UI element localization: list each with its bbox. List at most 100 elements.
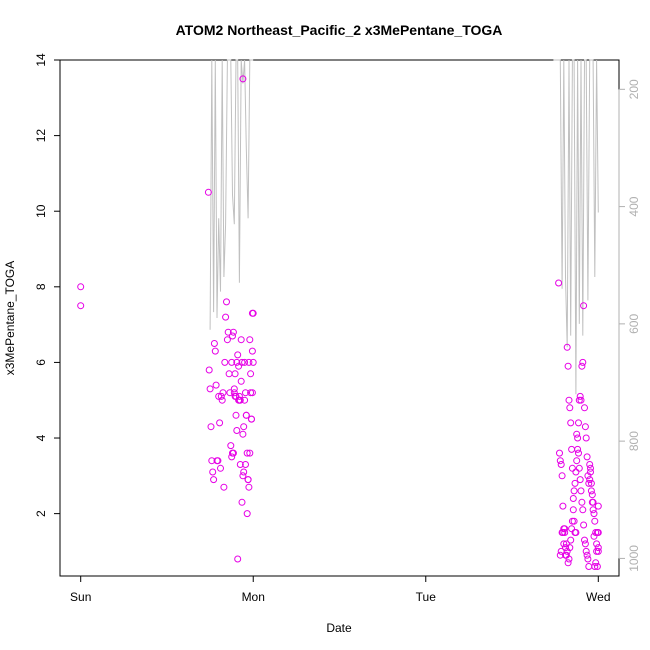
data-point <box>593 540 601 548</box>
data-point <box>217 392 225 400</box>
data-point <box>214 457 222 465</box>
data-point <box>566 544 574 552</box>
data-point <box>572 529 580 536</box>
data-point <box>238 498 246 506</box>
data-point <box>243 449 251 457</box>
data-point <box>77 302 85 310</box>
data-point <box>570 487 578 495</box>
data-point <box>577 396 585 404</box>
data-point <box>584 472 592 480</box>
data-point <box>233 358 241 366</box>
data-point <box>593 563 601 570</box>
data-point <box>231 370 239 378</box>
data-point <box>592 559 600 567</box>
y-tick-label: 12 <box>34 129 48 143</box>
data-point <box>232 411 240 419</box>
data-point <box>226 389 234 397</box>
data-point <box>204 188 212 196</box>
data-point <box>580 521 588 529</box>
data-point <box>241 358 249 366</box>
data-point <box>568 525 576 533</box>
data-point <box>245 358 253 366</box>
data-point <box>225 370 233 378</box>
data-point <box>562 544 569 552</box>
data-point <box>239 75 247 83</box>
data-point <box>587 464 594 472</box>
data-point <box>248 309 256 317</box>
data-point <box>242 411 250 419</box>
data-point <box>246 449 254 457</box>
data-point <box>243 510 251 518</box>
y-tick-label: 6 <box>34 359 48 366</box>
data-point <box>582 434 590 442</box>
data-point <box>212 381 220 389</box>
data-point <box>583 551 591 559</box>
data-point <box>229 449 237 457</box>
data-point <box>591 563 599 570</box>
data-point <box>569 506 577 514</box>
data-point <box>205 366 213 374</box>
x-tick-label: Wed <box>586 590 610 604</box>
data-point <box>241 396 249 404</box>
data-point <box>242 389 249 397</box>
data-point <box>209 468 217 476</box>
data-point <box>586 476 594 484</box>
y2-axis: 200 400 600 800 1000 <box>618 79 641 572</box>
data-point <box>567 419 575 427</box>
data-point <box>591 517 599 525</box>
data-point <box>244 476 252 484</box>
data-point <box>593 529 601 536</box>
y-axis: 2 4 6 8 10 12 14 <box>34 53 61 517</box>
x-axis-label: Date <box>326 621 352 635</box>
data-point <box>586 461 594 468</box>
data-point <box>565 555 573 563</box>
data-point <box>589 506 597 514</box>
data-point <box>585 479 593 487</box>
data-point <box>239 472 247 480</box>
data-point <box>230 389 238 397</box>
data-point <box>578 362 586 370</box>
data-point <box>573 457 581 465</box>
data-point <box>248 347 256 355</box>
profile-line-1 <box>553 59 599 395</box>
data-point <box>221 358 229 366</box>
data-point <box>560 540 568 548</box>
data-point <box>215 392 223 400</box>
data-point <box>563 343 571 351</box>
chart-title: ATOM2 Northeast_Pacific_2 x3MePentane_TO… <box>176 22 503 38</box>
x-tick-label: Mon <box>242 590 265 604</box>
data-point <box>77 283 85 291</box>
data-point <box>564 362 572 370</box>
data-point <box>574 434 582 442</box>
data-point <box>585 563 593 570</box>
data-point <box>220 483 228 491</box>
data-point <box>568 464 576 472</box>
data-point <box>217 464 224 472</box>
data-point <box>555 279 563 287</box>
profile-line-0 <box>209 59 254 330</box>
data-point <box>587 479 595 487</box>
data-point <box>575 419 582 427</box>
data-point <box>233 427 241 434</box>
data-point <box>561 525 569 533</box>
y-tick-label: 8 <box>34 283 48 290</box>
data-point <box>576 476 584 484</box>
data-point <box>240 468 248 476</box>
data-point <box>206 385 214 393</box>
y2-tick-label: 200 <box>627 79 641 99</box>
data-point <box>571 479 579 487</box>
x-axis: Sun Mon Tue Wed <box>70 575 611 604</box>
data-point <box>239 430 247 438</box>
data-point <box>240 423 248 431</box>
data-point <box>235 362 243 370</box>
data-point <box>581 423 589 431</box>
plot-frame <box>59 59 620 577</box>
data-point <box>234 555 242 563</box>
data-point <box>574 445 582 453</box>
data-point <box>248 389 256 397</box>
data-point <box>562 551 569 559</box>
data-point <box>210 476 218 484</box>
data-point <box>247 370 255 378</box>
data-point <box>557 461 565 468</box>
